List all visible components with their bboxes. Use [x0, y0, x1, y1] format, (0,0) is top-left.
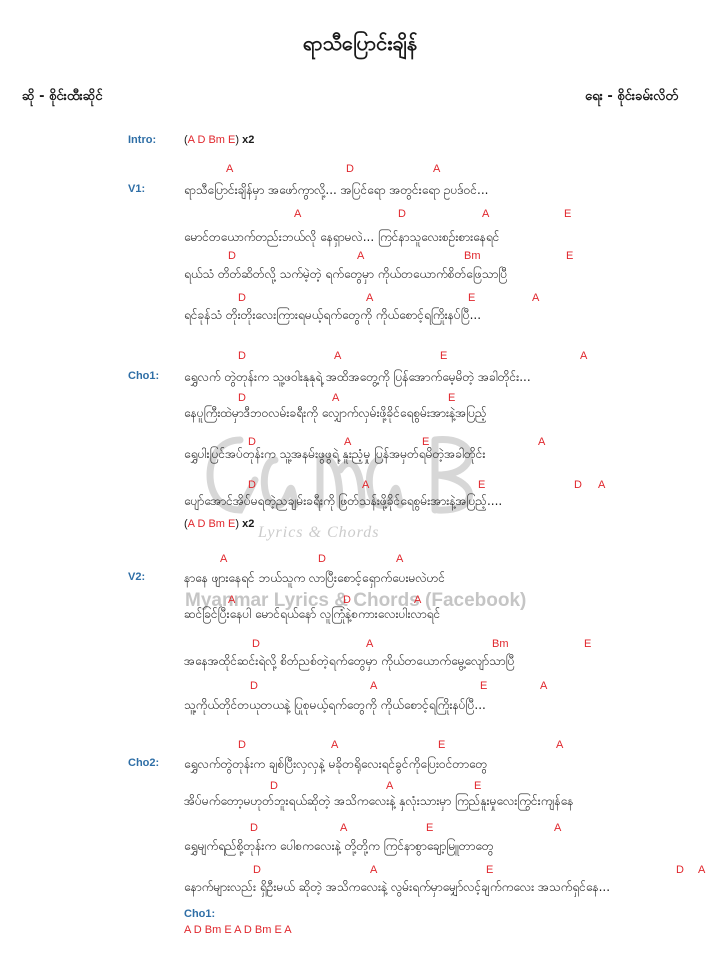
- chord-mark: D: [398, 208, 406, 220]
- chord-mark: A: [331, 739, 339, 751]
- intro-chords: (A D Bm E) x2: [184, 134, 254, 146]
- chord-mark: E: [468, 292, 476, 304]
- cho1-repeat-close-paren: ): [235, 518, 240, 530]
- chord-mark: Bm: [492, 638, 509, 650]
- chord-mark: E: [478, 479, 486, 491]
- v2-label: V2:: [128, 571, 146, 583]
- chord-mark: E: [426, 822, 434, 834]
- chord-mark: A: [538, 436, 546, 448]
- chord-mark: A: [366, 292, 374, 304]
- lyric-line: ရွှေလက်တွဲတုန်းက ချစ်ပြီးလှလှနဲ့ မခိုတရိ…: [184, 757, 488, 771]
- chord-mark: A: [554, 822, 562, 834]
- chord-mark: Bm: [464, 250, 481, 262]
- chord-mark: D: [318, 553, 326, 565]
- chord-mark: E: [438, 739, 446, 751]
- chord-mark: D: [676, 864, 684, 876]
- chord-mark: A: [226, 163, 234, 175]
- watermark-subtitle: Lyrics & Chords: [258, 524, 380, 541]
- chord-mark: A: [370, 680, 378, 692]
- intro-label: Intro:: [128, 134, 157, 146]
- lyric-line: သူ့ကိုယ်တိုင်တယုတယနဲ့ ပြုစုမယ့်ရက်တွေကို…: [184, 698, 486, 712]
- chord-mark: D: [238, 739, 246, 751]
- intro-open-paren: (: [184, 134, 188, 146]
- lyric-line: မောင်တယောက်တည်းဘယ်လို နေရှာမလဲ... ကြင်နာ…: [184, 230, 500, 244]
- lyric-line: အိပ်မက်တော့မဟုတ်ဘူးရယ်ဆိုတဲ့ အသိကလေးနဲ့ …: [184, 794, 574, 808]
- chord-mark: A: [220, 553, 228, 565]
- chord-mark: A: [580, 350, 588, 362]
- chord-mark: D: [228, 250, 236, 262]
- lyric-line: ဆင်ခြင်ပြီးနေပါ မောင်ရယ်နော် လူကြုံနဲ့စက…: [184, 607, 441, 621]
- chord-mark: A: [332, 392, 340, 404]
- chord-mark: A: [340, 822, 348, 834]
- cho1-repeat-count: x2: [242, 518, 255, 530]
- chord-mark: A: [294, 208, 302, 220]
- singer-credit: ဆို - စိုင်းထီးဆိုင်: [22, 89, 103, 104]
- cho1-label: Cho1:: [128, 370, 160, 382]
- chord-mark: A: [698, 864, 706, 876]
- chord-mark: A: [433, 163, 441, 175]
- chord-mark: A: [598, 479, 606, 491]
- chord-mark: D: [238, 392, 246, 404]
- watermark-brand: Myanmar Lyrics & Chords (Facebook): [185, 590, 527, 611]
- chord-mark: E: [566, 250, 574, 262]
- chord-mark: D: [574, 479, 582, 491]
- chord-mark: E: [422, 436, 430, 448]
- cho1-repeat-chords: (A D Bm E) x2: [184, 518, 254, 530]
- chord-mark: A: [334, 350, 342, 362]
- chord-mark: D: [346, 163, 354, 175]
- chord-mark: A: [540, 680, 548, 692]
- chord-mark: D: [238, 292, 246, 304]
- chord-mark: A: [556, 739, 564, 751]
- chord-mark: A: [396, 553, 404, 565]
- chord-mark: E: [480, 680, 488, 692]
- lyric-line: ရွှေလက် တွဲတုန်းက သူ့ဖဝါးနုနုရဲ့ အထိအတွေ…: [184, 370, 531, 384]
- writer-credit: ရေး - စိုင်းခမ်းလိတ်: [585, 89, 678, 104]
- chord-mark: D: [250, 680, 258, 692]
- song-title: ရာသီပြောင်းချိန်: [302, 31, 418, 55]
- chord-mark: A: [366, 638, 374, 650]
- lyric-line: နာနေ ဖျားနေရင် ဘယ်သူက လာပြီးစောင့်ရှောက်…: [184, 571, 446, 585]
- chord-mark: A: [357, 250, 365, 262]
- lyric-line: နေပူကြီးထဲမှာဒီဘဝလမ်းခရီးကို လျှောက်လှမ်…: [184, 406, 487, 420]
- chord-mark: E: [474, 780, 482, 792]
- chord-mark: D: [252, 638, 260, 650]
- lyric-line: ရွှေမျက်ရည်စို့တုန်းက ပေါစကလေးနဲ့ တို့တိ…: [184, 839, 494, 853]
- chord-mark: E: [584, 638, 592, 650]
- chord-mark: D: [238, 350, 246, 362]
- lyric-line: ပျော်အောင်အိပ်မရတဲ့ညချမ်းခရီးကို ဖြတ်သန်…: [184, 494, 503, 508]
- chord-mark: D: [248, 436, 256, 448]
- chord-mark: A: [386, 780, 394, 792]
- chord-mark: A: [482, 208, 490, 220]
- chord-mark: D: [343, 594, 351, 606]
- intro-close-paren: ): [235, 134, 240, 146]
- lyric-line: ရာသီပြောင်းချိန်မှာ အဖော်ကွာလို့... အပြင…: [184, 183, 489, 197]
- chord-mark: A: [344, 436, 352, 448]
- lyric-line: ရွှေပါးပြင်အပ်တုန်းက သူ့အနမ်းဖွဖွရဲ့ နူး…: [184, 447, 486, 461]
- lyric-line: အနေအထိုင်ဆင်းရဲလို့ စိတ်ညစ်တဲ့ရက်တွေမှာ …: [184, 654, 515, 668]
- intro-chord-list: A D Bm E: [187, 134, 236, 146]
- cho2-label: Cho2:: [128, 757, 160, 769]
- lyric-line: နောက်များလည်း ရှိဦးမယ် ဆိုတဲ့ အသိကလေးနဲ့…: [184, 880, 611, 894]
- chord-mark: E: [440, 350, 448, 362]
- chord-mark: A: [532, 292, 540, 304]
- chord-mark: E: [564, 208, 572, 220]
- chord-mark: D: [270, 780, 278, 792]
- chord-mark: E: [448, 392, 456, 404]
- cho1-repeat-chord-list: A D Bm E: [187, 518, 236, 530]
- chord-mark: A: [414, 594, 422, 606]
- chord-mark: A: [370, 864, 378, 876]
- cho1-end-label: Cho1:: [184, 908, 216, 920]
- chord-mark: E: [486, 864, 494, 876]
- v1-label: V1:: [128, 183, 146, 195]
- chord-mark: D: [250, 822, 258, 834]
- chord-mark: D: [253, 864, 261, 876]
- lyric-line: ရင်ခုန်သံ တိုးတိုးလေးကြားရမယ့်ရက်တွေကို …: [184, 308, 482, 322]
- lyric-line: ရယ်သံ တိတ်ဆိတ်လို့ သက်မဲ့တဲ့ ရက်တွေမှာ က…: [184, 267, 508, 281]
- chord-mark: D: [248, 479, 256, 491]
- intro-repeat: x2: [242, 134, 255, 146]
- cho1-repeat-open-paren: (: [184, 518, 188, 530]
- chord-mark: A: [362, 479, 370, 491]
- final-chord-progression: A D Bm E A D Bm E A: [184, 924, 292, 936]
- chord-mark: A: [228, 594, 236, 606]
